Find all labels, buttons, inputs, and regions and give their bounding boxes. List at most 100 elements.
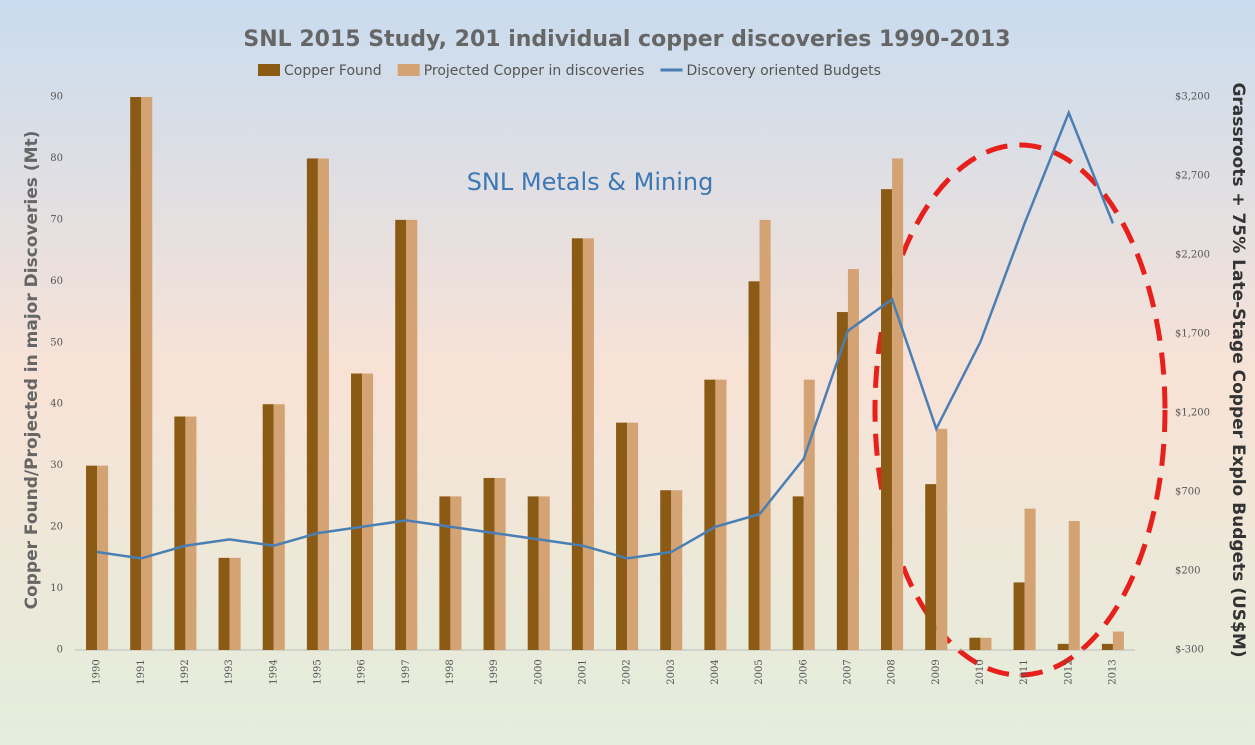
y-tick-label: 50: [50, 337, 63, 348]
x-tick-label: 2013: [1107, 659, 1118, 684]
x-tick-label: 1992: [180, 659, 191, 684]
bar: [759, 219, 771, 650]
y2-tick-label: $200: [1175, 566, 1200, 577]
bar: [925, 484, 937, 650]
y2-tick-label: $700: [1175, 487, 1200, 498]
bar: [616, 422, 628, 650]
bar: [704, 379, 716, 650]
x-tick-label: 1995: [312, 659, 323, 684]
bar: [748, 281, 760, 650]
bar: [1112, 631, 1124, 650]
bar: [803, 379, 815, 650]
bar: [450, 496, 462, 650]
legend-label: Discovery oriented Budgets: [686, 63, 880, 79]
y2-tick-label: $-300: [1175, 645, 1204, 656]
bar: [262, 404, 274, 650]
bar: [406, 219, 418, 650]
bar: [185, 416, 197, 650]
x-tick-label: 1996: [357, 659, 368, 684]
bar: [527, 496, 539, 650]
bar: [174, 416, 186, 650]
bar: [395, 219, 407, 650]
legend-swatch: [397, 64, 420, 76]
x-tick-label: 2001: [577, 659, 588, 684]
bar: [627, 422, 639, 650]
bar: [1013, 582, 1025, 650]
y2-tick-label: $1,700: [1175, 329, 1210, 340]
legend-swatch: [258, 64, 280, 76]
x-tick-label: 2000: [533, 659, 544, 684]
x-tick-label: 2007: [842, 659, 853, 684]
y-tick-label: 30: [50, 460, 63, 471]
x-tick-label: 1994: [268, 659, 279, 684]
x-tick-label: 1999: [489, 659, 500, 684]
y2-tick-label: $3,200: [1175, 92, 1210, 103]
bar: [273, 404, 285, 650]
bar: [792, 496, 804, 650]
bar: [881, 189, 893, 650]
x-tick-label: 2002: [622, 659, 633, 684]
bar: [306, 158, 318, 650]
y-tick-label: 70: [50, 214, 63, 225]
x-tick-label: 1998: [445, 659, 456, 684]
y-tick-label: 80: [50, 153, 63, 164]
bar: [847, 269, 859, 650]
legend-label: Copper Found: [284, 63, 382, 79]
x-tick-label: 1997: [401, 659, 412, 684]
bar: [494, 477, 506, 650]
bar: [836, 312, 848, 650]
bar: [715, 379, 727, 650]
bar: [229, 557, 241, 650]
bar: [660, 490, 672, 650]
bar: [969, 637, 981, 650]
y-tick-label: 0: [57, 645, 63, 656]
bar: [1101, 643, 1113, 650]
bar: [130, 97, 142, 650]
watermark: SNL Metals & Mining: [467, 168, 714, 196]
y-tick-label: 10: [50, 583, 63, 594]
bar: [483, 477, 495, 650]
x-tick-label: 2005: [754, 659, 765, 684]
y2-tick-label: $2,200: [1175, 250, 1210, 261]
bar: [439, 496, 451, 650]
bar: [936, 428, 948, 650]
bar: [892, 158, 904, 650]
bar: [97, 465, 109, 650]
bar: [218, 557, 230, 650]
y-axis-label: Copper Found/Projected in major Discover…: [22, 131, 42, 610]
bar: [571, 238, 583, 651]
x-tick-label: 2009: [931, 659, 942, 684]
x-tick-label: 2008: [887, 659, 898, 684]
bar: [317, 158, 329, 650]
x-tick-label: 1991: [136, 659, 147, 684]
y-tick-label: 40: [50, 399, 63, 410]
y-tick-label: 90: [50, 92, 63, 103]
y2-tick-label: $2,700: [1175, 171, 1210, 182]
x-tick-label: 2012: [1063, 659, 1074, 684]
y-tick-label: 20: [50, 522, 63, 533]
chart-title: SNL 2015 Study, 201 individual copper di…: [243, 27, 1010, 52]
x-tick-label: 1990: [92, 659, 103, 684]
legend-label: Projected Copper in discoveries: [424, 63, 645, 79]
x-tick-label: 2006: [798, 659, 809, 684]
highlight-ellipse: [872, 142, 1168, 678]
bar: [1024, 508, 1036, 650]
bar: [1068, 520, 1080, 650]
bar: [980, 637, 992, 650]
bar: [1057, 643, 1069, 650]
bar: [582, 238, 594, 651]
y2-axis-label: Grassroots + 75% Late-Stage Copper Explo…: [1228, 82, 1248, 657]
x-tick-label: 2011: [1019, 659, 1030, 684]
x-tick-label: 2004: [710, 659, 721, 684]
bar: [362, 373, 374, 650]
y2-tick-label: $1,200: [1175, 408, 1210, 419]
bar: [671, 490, 683, 650]
x-tick-label: 1993: [224, 659, 235, 684]
y-tick-label: 60: [50, 276, 63, 287]
bar: [86, 465, 98, 650]
bar: [538, 496, 550, 650]
x-tick-label: 2010: [975, 659, 986, 684]
bar: [351, 373, 363, 650]
line: [96, 109, 1115, 560]
